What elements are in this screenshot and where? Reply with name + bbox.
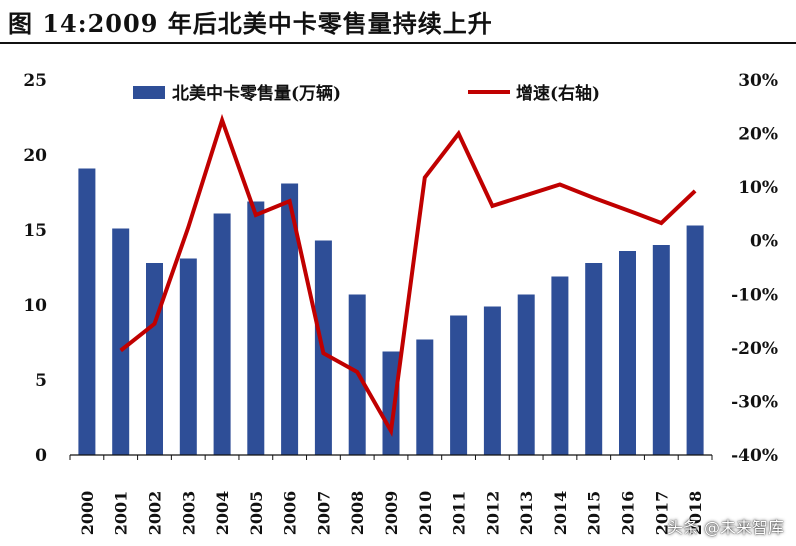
x-tick-label: 2009 — [382, 491, 401, 536]
legend: 北美中卡零售量(万辆) 增速(右轴) — [133, 83, 600, 104]
y-right-tick-label: -40% — [731, 446, 778, 466]
x-tick-label: 2004 — [213, 491, 232, 536]
y-right-tick-label: -30% — [731, 392, 778, 412]
x-tick-label: 2006 — [281, 491, 300, 536]
x-tick-label: 2014 — [551, 491, 570, 536]
bar-2017 — [652, 245, 670, 455]
bar-2004 — [213, 213, 231, 455]
chart-title: 图 14:2009 年后北美中卡零售量持续上升 — [8, 9, 493, 38]
x-tick-label: 2000 — [78, 491, 97, 536]
y-right-tick-label: -20% — [731, 339, 778, 359]
legend-bar-swatch — [133, 86, 165, 99]
x-tick-label: 2007 — [314, 491, 333, 536]
bar-2013 — [517, 294, 535, 455]
x-tick-label: 2013 — [517, 491, 536, 536]
x-tick-label: 2001 — [112, 491, 131, 536]
bar-2018 — [686, 225, 704, 455]
y-left-tick-label: 20 — [23, 146, 47, 166]
line-layer — [119, 113, 697, 438]
y-right-tick-label: 20% — [738, 125, 778, 145]
x-tick-label: 2002 — [145, 491, 164, 536]
title-rule — [0, 42, 796, 44]
y-right-tick-label: -10% — [731, 285, 778, 305]
y-left-tick-label: 5 — [35, 371, 47, 391]
bar-2005 — [247, 201, 265, 455]
x-tick-label: 2018 — [686, 491, 705, 536]
bar-2014 — [551, 276, 569, 455]
bar-2009 — [382, 351, 400, 455]
y-left-tick-label: 15 — [23, 221, 47, 241]
x-tick-label: 2017 — [652, 491, 671, 536]
x-tick-label: 2016 — [619, 491, 638, 536]
x-tick-label: 2008 — [348, 491, 367, 536]
bar-2001 — [112, 228, 130, 455]
x-tick-label: 2015 — [585, 491, 604, 536]
x-tick-label: 2012 — [483, 491, 502, 536]
bar-2011 — [450, 315, 468, 455]
bar-2002 — [146, 263, 163, 455]
legend-line-label: 增速(右轴) — [516, 83, 600, 104]
y-right-tick-label: 10% — [738, 178, 778, 198]
bar-2012 — [483, 306, 501, 455]
axes-layer: 2000 2001 2002 2003 2004 2005 2006 2007 2008 2009… — [23, 71, 778, 535]
bar-2016 — [619, 251, 636, 455]
bar-2003 — [179, 258, 197, 455]
x-tick-label: 2003 — [179, 491, 198, 536]
bar-2015 — [585, 263, 603, 455]
bars-layer — [78, 168, 704, 455]
x-tick-label: 2010 — [416, 491, 435, 536]
y-left-tick-label: 0 — [35, 446, 47, 466]
growth-line — [119, 113, 697, 438]
x-tick-label: 2005 — [247, 491, 266, 536]
y-left-tick-label: 25 — [23, 71, 47, 91]
watermark: 头条 @未来智库 — [666, 518, 784, 537]
y-right-tick-label: 30% — [738, 71, 778, 91]
bar-2000 — [78, 168, 96, 455]
legend-bar-label: 北美中卡零售量(万辆) — [172, 83, 341, 104]
y-right-tick-label: 0% — [750, 232, 778, 252]
bar-2010 — [416, 339, 434, 455]
bar-2006 — [281, 183, 299, 455]
x-tick-label: 2011 — [450, 491, 469, 536]
y-left-tick-label: 10 — [23, 296, 47, 316]
